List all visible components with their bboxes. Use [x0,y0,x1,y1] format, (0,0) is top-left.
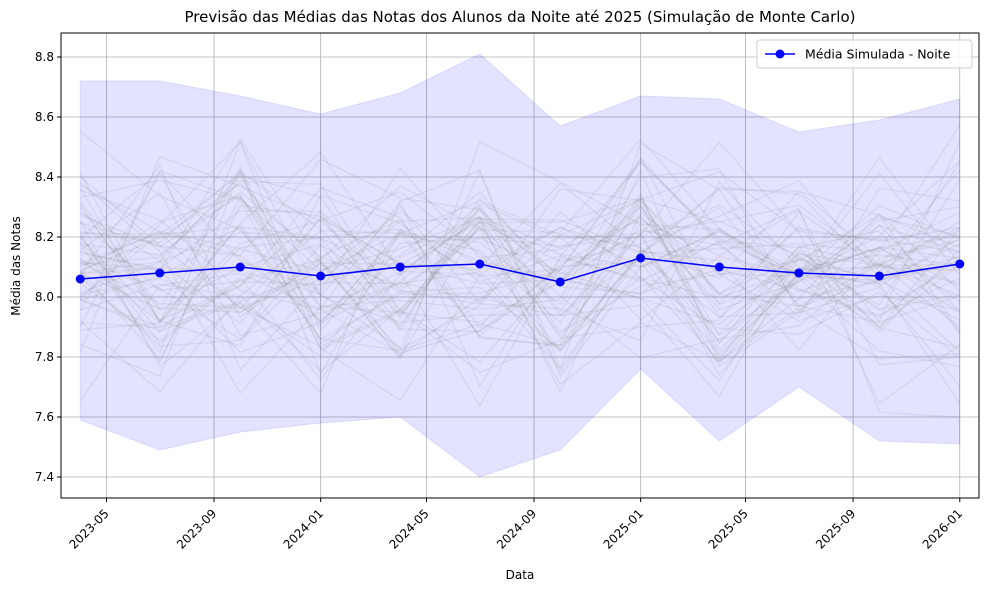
simulation-path [79,171,960,329]
simulation-path [79,151,960,323]
simulation-path [80,220,961,373]
simulation-path [80,156,961,343]
simulation-path [79,190,961,318]
confidence-band [79,53,961,478]
simulation-path [79,182,961,351]
simulation-path [79,229,960,393]
simulation-paths [79,124,961,419]
simulation-path [79,157,960,419]
mean-point [395,262,405,272]
legend: Média Simulada - Noite [756,39,973,69]
simulation-path [79,169,961,339]
simulation-path [79,206,960,311]
simulation-path [79,211,960,395]
series-layer [75,253,965,287]
simulation-path [79,188,961,387]
mean-point [794,268,804,278]
x-axis-label: Data [506,568,535,582]
simulation-path [80,198,961,322]
simulation-path [79,194,960,347]
simulation-path [79,257,961,408]
mean-series-line [80,257,960,283]
simulation-path [79,178,961,398]
simulation-path [79,176,961,368]
y-tick-label: 8.4 [35,170,54,184]
simulation-path [80,137,960,359]
legend-box [756,39,973,69]
simulation-path [79,221,960,368]
simulation-path [80,173,961,323]
simulation-path [79,140,961,345]
simulation-path [79,156,960,395]
simulation-path [79,171,961,310]
mean-point [955,259,965,269]
mean-point [155,268,165,278]
y-tick-label: 7.8 [35,350,54,364]
simulation-path [79,165,960,345]
grid [61,33,979,498]
simulation-path [79,124,961,372]
mean-point [316,271,326,281]
mean-point [874,271,884,281]
simulation-path [80,179,961,314]
simulation-path [79,140,961,378]
simulation-path [80,228,961,354]
mean-point [636,253,646,263]
y-axis-label: Média das Notas [9,216,23,316]
simulation-path [79,194,961,327]
y-tick-label: 7.4 [35,470,54,484]
simulation-path [79,167,960,366]
simulation-path [79,200,960,349]
simulation-path [79,211,961,351]
mean-point [475,259,485,269]
simulation-path [79,174,961,359]
simulation-path [79,138,961,353]
plot-frame [60,32,980,499]
simulation-path [80,161,961,365]
y-tick-label: 8.6 [35,110,54,124]
simulation-path [79,203,961,361]
simulation-path [79,141,961,405]
mean-point [555,277,565,287]
simulation-path [79,187,961,352]
simulation-path [79,191,961,337]
simulation-path [79,161,961,395]
simulation-path [80,191,961,328]
y-tick-label: 8.8 [35,50,54,64]
legend-marker [775,49,785,59]
simulation-path [79,140,960,354]
simulation-path [80,222,960,356]
simulation-path [79,189,960,354]
mean-point [235,262,245,272]
y-tick-label: 8.0 [35,290,54,304]
simulation-path [79,140,961,361]
simulation-path [79,169,961,370]
simulation-path [79,158,960,295]
simulation-path [79,203,960,377]
y-axis-ticks: 7.4 7.6 7.8 8.0 8.2 8.4 8.6 8.8 [35,50,61,484]
simulation-path [80,180,960,319]
mean-point [714,262,724,272]
simulation-path [79,197,961,405]
simulation-path [80,170,960,363]
simulation-path [80,142,961,402]
band-area [79,53,961,478]
simulation-path [79,168,961,360]
simulation-path [79,184,961,386]
chart-title: Previsão das Médias das Notas dos Alunos… [184,8,855,26]
legend-label: Média Simulada - Noite [805,47,951,62]
mean-point [75,274,85,284]
y-tick-label: 7.6 [35,410,54,424]
simulation-path [79,216,961,337]
y-tick-label: 8.2 [35,230,54,244]
simulation-path [80,186,961,353]
simulation-path [80,190,961,375]
